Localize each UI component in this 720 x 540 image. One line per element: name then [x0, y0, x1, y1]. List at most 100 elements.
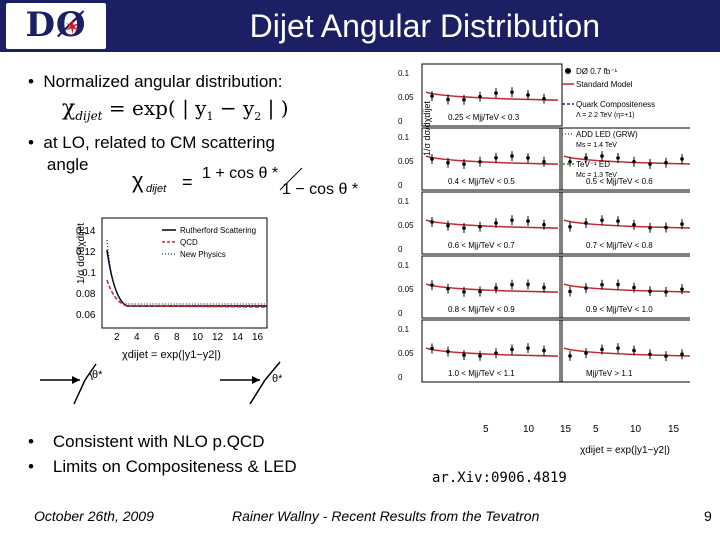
panel-label: 0.4 < Mjj/TeV < 0.5: [448, 177, 515, 186]
small-xtick: 6: [154, 332, 160, 343]
big-chi-plot-svg: 1/σ dσ/dχdijet 0.25 < Mjj/TeV < 0.30.4 <…: [398, 63, 701, 456]
data-point: [526, 219, 530, 223]
chi-theta-svg: χ dijet = 1 + cos θ * 1 − cos θ *: [132, 165, 358, 198]
data-point: [600, 218, 604, 223]
data-point: [542, 222, 546, 227]
data-point: [494, 156, 498, 160]
data-point: [446, 223, 450, 228]
data-point: [616, 156, 620, 160]
big-ytick: 0.05: [398, 285, 414, 294]
data-point: [632, 285, 636, 290]
bullet-3: • Consistent with NLO p.QCD: [28, 432, 265, 451]
sm-curve: [563, 283, 697, 293]
big-plot-panel: [421, 127, 563, 191]
data-point: [648, 289, 652, 293]
small-ytick: 0.1: [82, 268, 96, 279]
panel-label: 0.5 < Mjj/TeV < 0.6: [586, 177, 653, 186]
slide-header: DØ ✶ Dijet Angular Distribution: [0, 0, 720, 52]
chi-theta-formula: χ dijet = 1 + cos θ * 1 − cos θ *: [132, 160, 372, 200]
data-point: [478, 354, 482, 358]
data-point: [632, 159, 636, 164]
big-plot-panel: [421, 319, 563, 383]
legend-new-physics: New Physics: [180, 250, 226, 259]
bullet-4: • Limits on Compositeness & LED: [28, 457, 297, 476]
bullet-1-text: Normalized angular distribution:: [43, 72, 283, 91]
data-point: [648, 225, 652, 230]
small-ytick: 0.06: [76, 310, 96, 321]
data-point: [430, 94, 434, 98]
data-point: [510, 218, 514, 223]
sm-curve: [425, 91, 559, 101]
data-point: [680, 287, 684, 291]
big-plot-panel: [421, 191, 563, 255]
data-point: [542, 285, 546, 290]
data-point: [584, 286, 588, 290]
data-point: [680, 222, 684, 226]
data-point: [446, 160, 450, 165]
data-point: [648, 352, 652, 357]
data-point: [600, 282, 604, 287]
big-plot-panel: [421, 255, 563, 319]
data-point: [600, 347, 604, 352]
theta-label-2: θ*: [272, 373, 283, 385]
scattering-diagrams: θ* θ*: [40, 361, 283, 405]
data-point: [680, 352, 684, 357]
small-xtick: 8: [174, 332, 180, 343]
legend-sm: Standard Model: [576, 80, 633, 89]
data-point: [616, 219, 620, 223]
data-point: [526, 282, 530, 287]
sm-curve: [425, 155, 559, 165]
data-point: [568, 159, 572, 164]
data-point: [526, 93, 530, 97]
big-xtick: 10: [630, 424, 642, 435]
footer-date: October 26th, 2009: [34, 508, 154, 524]
big-ytick: 0.05: [398, 93, 414, 102]
big-ytick: 0: [398, 245, 403, 254]
bullet-2: • at LO, related to CM scattering angle: [28, 133, 275, 174]
big-ytick: 0: [398, 117, 403, 126]
sm-curve: [563, 347, 697, 357]
big-ytick: 0.1: [398, 133, 410, 142]
data-point: [446, 97, 450, 102]
legend-qc-param: Λ = 2.2 TeV (η=+1): [576, 112, 635, 119]
data-point: [478, 159, 482, 164]
big-ytick: 0: [398, 181, 403, 190]
small-ytick: 0.12: [76, 247, 96, 258]
bullet-4-text: Limits on Compositeness & LED: [52, 457, 297, 476]
small-plot-xticks: 2 4 6 8 10 12 14 16: [114, 332, 264, 343]
bullet-2-line2: angle: [46, 155, 89, 174]
big-ytick: 0.1: [398, 325, 410, 334]
data-point: [462, 226, 466, 230]
big-ytick: 0.1: [398, 197, 410, 206]
big-ytick: 0.05: [398, 157, 414, 166]
small-xtick: 16: [252, 332, 264, 343]
small-chi-plot-svg: 1/σ dσ/dχdijet 0.14 0.12 0.1 0.08 0.06 2…: [76, 217, 268, 361]
panel-label: 0.9 < Mjj/TeV < 1.0: [586, 305, 653, 314]
star-icon: ✶: [64, 17, 81, 39]
svg-text:1 + cos θ *: 1 + cos θ *: [202, 165, 278, 182]
d0-logo: DØ ✶: [6, 3, 106, 49]
legend-add: ADD LED (GRW): [576, 130, 638, 139]
panel-label: 0.25 < Mjj/TeV < 0.3: [448, 113, 520, 122]
data-point: [494, 286, 498, 290]
chi-definition-formula: χdijet = exp( | y1 − y2 | ): [62, 96, 289, 123]
data-point: [478, 224, 482, 229]
legend-qc: Quark Compositeness: [576, 100, 655, 109]
data-point: [648, 162, 652, 166]
data-point: [568, 289, 572, 294]
data-point: [616, 282, 620, 287]
panel-label: Mjj/TeV > 1.1: [586, 369, 633, 378]
small-xtick: 4: [134, 332, 140, 343]
big-plot-panel: [421, 63, 563, 127]
data-point: [510, 282, 514, 287]
data-point: [494, 351, 498, 355]
svg-text:dijet: dijet: [146, 183, 167, 195]
data-point: [462, 162, 466, 166]
arxiv-reference: ar.Xiv:0906.4819: [432, 470, 567, 486]
small-xtick: 12: [212, 332, 224, 343]
big-ytick: 0.1: [398, 261, 410, 270]
data-point: [680, 157, 684, 161]
big-xtick: 15: [668, 424, 680, 435]
small-ytick: 0.08: [76, 289, 96, 300]
small-plot-xlabel: χdijet = exp(|y1−y2|): [122, 349, 221, 361]
